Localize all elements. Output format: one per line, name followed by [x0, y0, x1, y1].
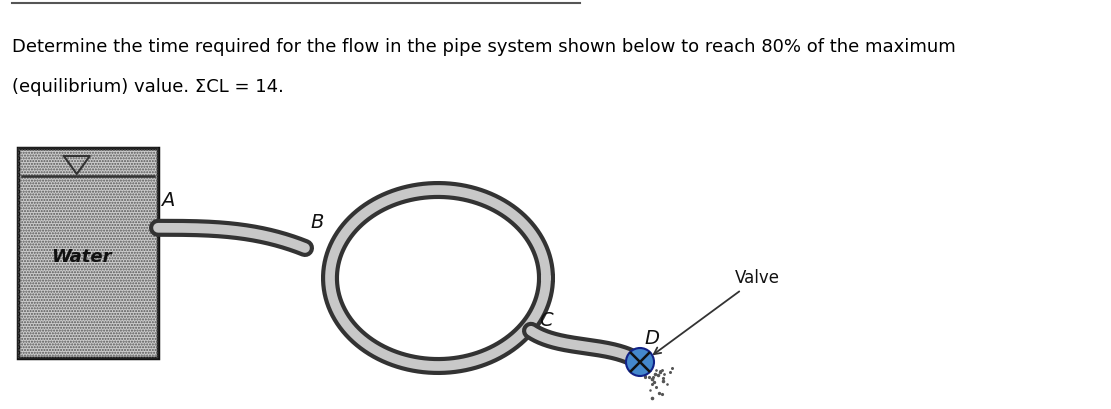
- Text: C: C: [539, 311, 552, 330]
- Text: D: D: [644, 329, 659, 348]
- Text: Determine the time required for the flow in the pipe system shown below to reach: Determine the time required for the flow…: [12, 38, 955, 56]
- Text: Water: Water: [51, 248, 111, 266]
- Bar: [18, 148, 158, 358]
- Bar: [18, 148, 158, 358]
- Text: (equilibrium) value. ΣCL = 14.: (equilibrium) value. ΣCL = 14.: [12, 78, 284, 96]
- Circle shape: [625, 348, 654, 376]
- Text: A: A: [161, 191, 174, 210]
- Text: Valve: Valve: [654, 269, 780, 354]
- Text: B: B: [310, 213, 323, 232]
